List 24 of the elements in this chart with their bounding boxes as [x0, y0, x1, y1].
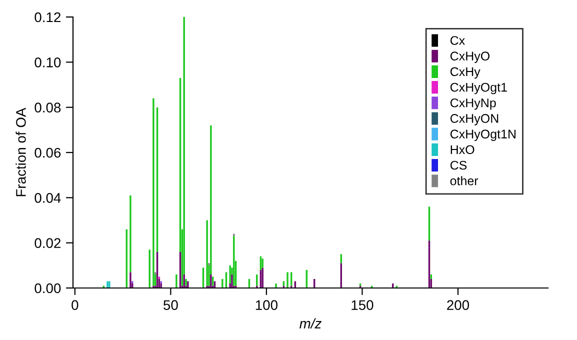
x-tick-label: 50 [164, 300, 178, 310]
y-tick-label: 0.12 [34, 12, 60, 22]
legend-label: CxHyO [450, 52, 490, 63]
x-tick-label: 0 [72, 300, 78, 310]
y-tick-label: 0.08 [34, 102, 61, 113]
legend-label: HxO [450, 145, 474, 154]
legend-label: CxHyOgt1 [450, 82, 507, 94]
y-tick-label: 0.10 [34, 58, 61, 68]
legend-label: CS [450, 160, 467, 170]
y-tick-label: 0.02 [34, 238, 60, 248]
x-axis-title: m/z [300, 318, 322, 329]
legend-label: CxHyOgt1N [450, 130, 516, 141]
legend-label: CxHyNp [450, 98, 496, 110]
y-tick-label: 0.00 [34, 283, 61, 294]
legend-label: CxHy [450, 67, 480, 79]
x-tick-label: 200 [447, 300, 470, 310]
legend-label: CxHyON [450, 114, 498, 126]
y-tick-label: 0.04 [34, 193, 61, 203]
y-axis-title: Fraction of OA [16, 108, 26, 196]
legend-label: other [450, 176, 478, 186]
x-tick-label: 100 [256, 300, 278, 310]
legend-label: Cx [450, 36, 465, 45]
y-tick-label: 0.06 [34, 148, 61, 158]
x-tick-label: 150 [352, 300, 374, 310]
